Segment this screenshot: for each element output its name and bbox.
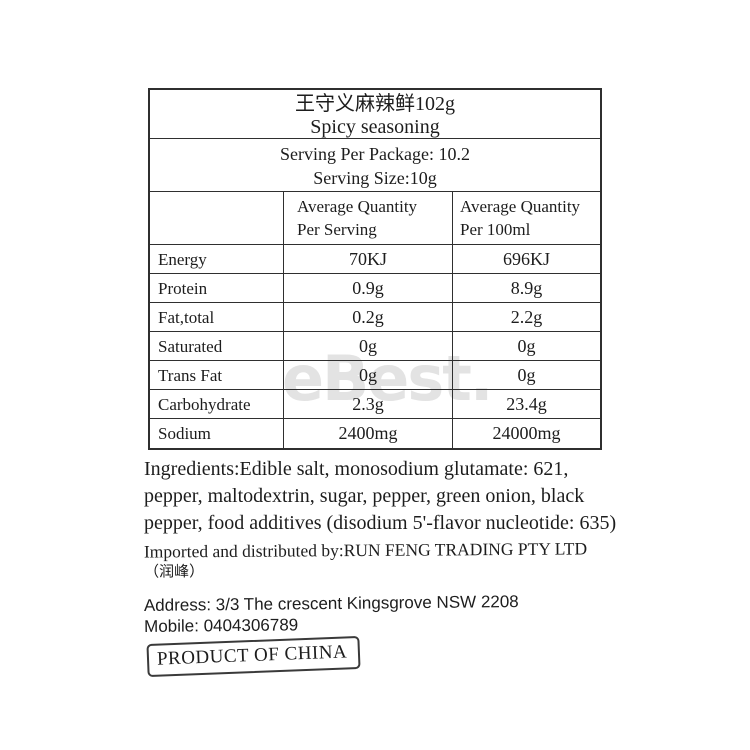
importer-block: Imported and distributed by:RUN FENG TRA… <box>144 538 587 582</box>
serving-info-block: Serving Per Package: 10.2 Serving Size:1… <box>150 139 600 192</box>
row-value-per-100ml: 2.2g <box>452 303 600 331</box>
row-label: Saturated <box>158 337 223 356</box>
header-per-serving-line1: Average Quantity <box>297 197 418 216</box>
ingredients-line-2: pepper, maltodextrin, sugar, pepper, gre… <box>144 485 585 507</box>
row-label: Trans Fat <box>158 366 223 385</box>
mobile-line: Mobile: 0404306789 <box>144 615 299 636</box>
table-row-fat-total: Fat,total 0.2g 2.2g <box>150 303 600 332</box>
row-value-per-serving: 0g <box>283 361 452 389</box>
imported-by-line: Imported and distributed by:RUN FENG TRA… <box>143 538 588 562</box>
table-row-saturated: Saturated 0g 0g <box>150 332 600 361</box>
product-of-china-stamp: PRODUCT OF CHINA <box>146 635 361 678</box>
ingredients-paragraph: Ingredients:Edible salt, monosodium glut… <box>144 456 616 537</box>
product-title-block: 王守义麻辣鲜102g Spicy seasoning <box>150 90 600 139</box>
row-value-per-serving: 0.2g <box>283 303 452 331</box>
header-per-serving: Average Quantity Per Serving <box>283 192 452 244</box>
row-label: Fat,total <box>158 308 215 327</box>
table-header-row: Average Quantity Per Serving Average Qua… <box>150 192 600 245</box>
row-label: Sodium <box>158 424 211 443</box>
header-per-100ml: Average Quantity Per 100ml <box>452 192 600 244</box>
header-per-100ml-line2: Per 100ml <box>460 220 531 239</box>
row-label: Protein <box>158 279 208 298</box>
row-value-per-100ml: 0g <box>452 361 600 389</box>
contact-block: Address: 3/3 The crescent Kingsgrove NSW… <box>144 591 519 637</box>
row-value-per-100ml: 696KJ <box>452 245 600 273</box>
table-row-protein: Protein 0.9g 8.9g <box>150 274 600 303</box>
row-value-per-100ml: 0g <box>452 332 600 360</box>
ingredients-line-3: pepper, food additives (disodium 5'-flav… <box>144 512 617 534</box>
row-value-per-serving: 2.3g <box>283 390 452 418</box>
nutrition-label-table: 王守义麻辣鲜102g Spicy seasoning Serving Per P… <box>148 88 602 450</box>
row-value-per-serving: 0g <box>283 332 452 360</box>
row-value-per-serving: 2400mg <box>283 419 452 448</box>
row-value-per-serving: 70KJ <box>283 245 452 273</box>
table-row-trans-fat: Trans Fat 0g 0g <box>150 361 600 390</box>
row-value-per-100ml: 23.4g <box>452 390 600 418</box>
serving-size: Serving Size:10g <box>313 168 437 188</box>
header-empty-cell <box>150 192 283 244</box>
row-label: Carbohydrate <box>158 395 251 414</box>
row-label: Energy <box>158 250 207 269</box>
row-value-per-100ml: 24000mg <box>452 419 600 448</box>
row-value-per-100ml: 8.9g <box>452 274 600 302</box>
serving-per-package: Serving Per Package: 10.2 <box>280 144 470 164</box>
row-value-per-serving: 0.9g <box>283 274 452 302</box>
product-title-english: Spicy seasoning <box>310 116 440 138</box>
table-row-sodium: Sodium 2400mg 24000mg <box>150 419 600 448</box>
product-title-chinese: 王守义麻辣鲜102g <box>295 93 455 115</box>
ingredients-line-1: Ingredients:Edible salt, monosodium glut… <box>144 458 569 480</box>
ebest-watermark: eBest. <box>282 342 493 415</box>
header-per-100ml-line1: Average Quantity <box>460 197 581 216</box>
table-row-carbohydrate: Carbohydrate 2.3g 23.4g <box>150 390 600 419</box>
address-line: Address: 3/3 The crescent Kingsgrove NSW… <box>143 592 519 615</box>
importer-chinese-name: （润峰） <box>144 564 205 581</box>
table-row-energy: Energy 70KJ 696KJ <box>150 245 600 274</box>
header-per-serving-line2: Per Serving <box>297 220 377 239</box>
